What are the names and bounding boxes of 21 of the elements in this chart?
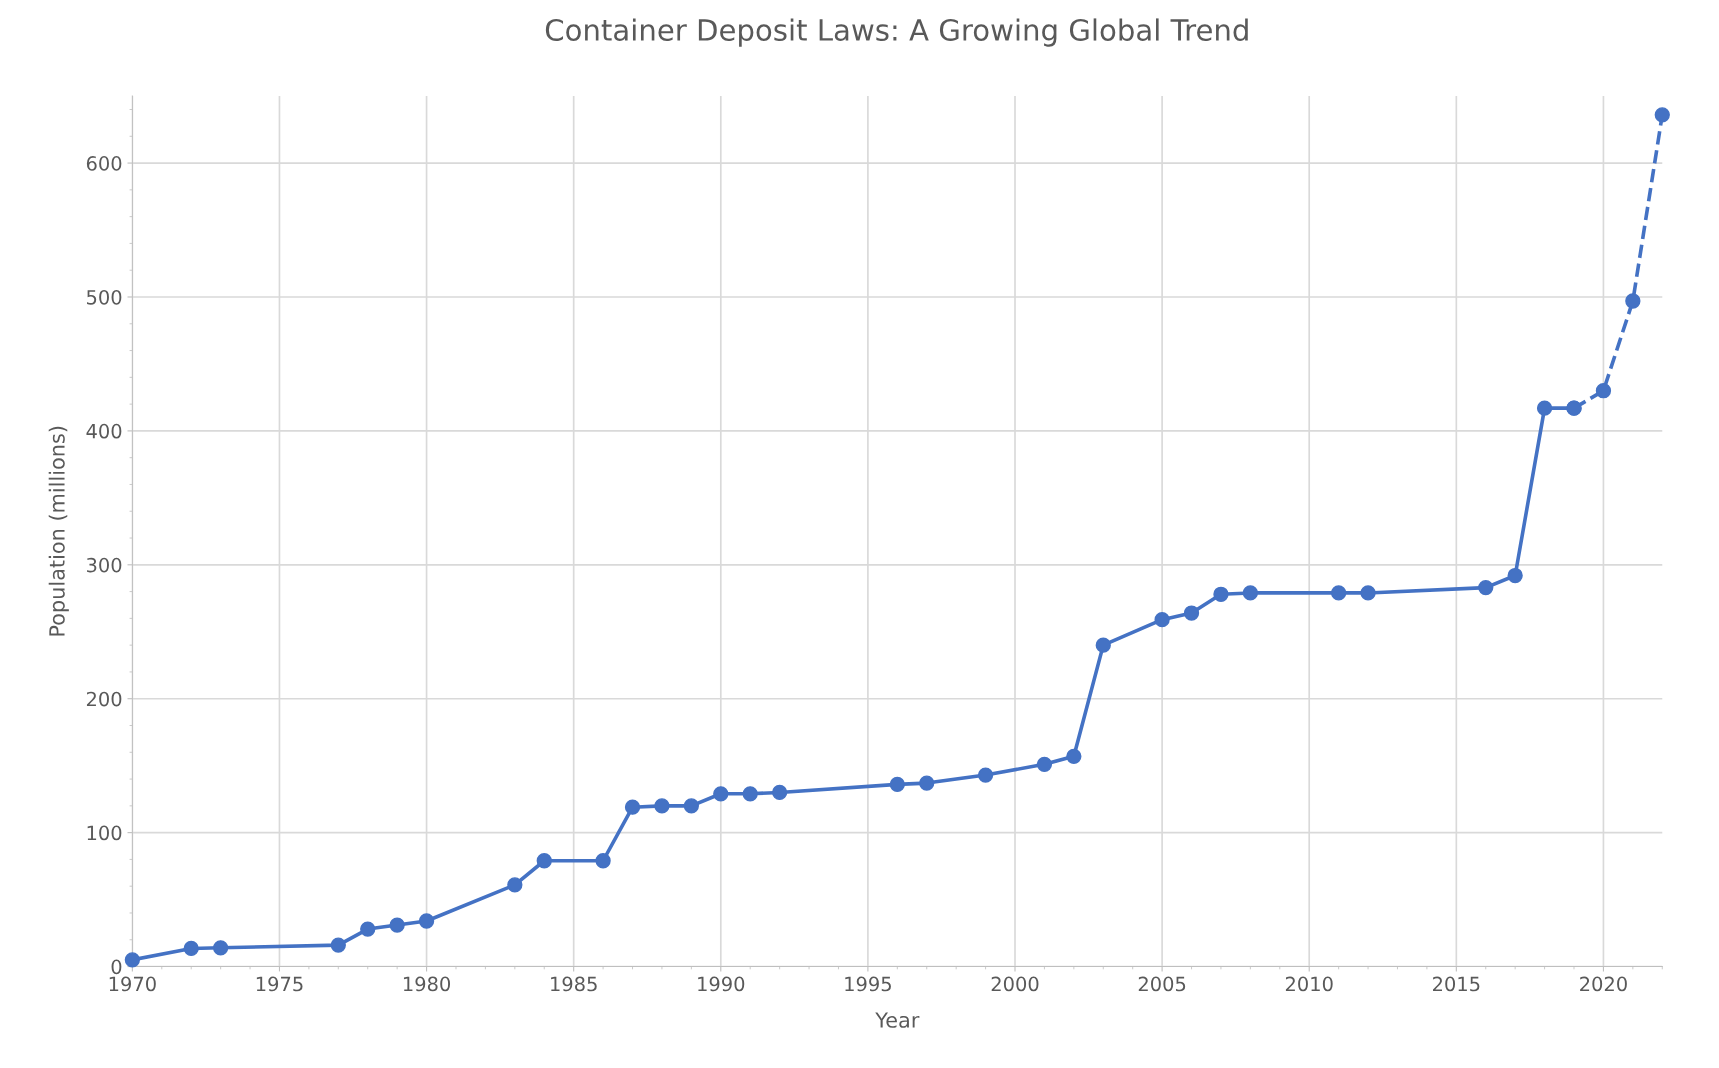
x-tick-label: 1995 — [845, 976, 891, 992]
y-tick-label: 500 — [87, 289, 122, 305]
x-tick-label: 1985 — [551, 976, 597, 992]
x-tick-label: 2010 — [1285, 976, 1333, 992]
x-tick-label: 1970 — [109, 976, 156, 992]
x-tick-label: 1990 — [698, 976, 745, 992]
x-tick-label: 2015 — [1433, 976, 1480, 992]
y-tick-label: 0 — [111, 959, 122, 975]
y-tick-label: 300 — [87, 557, 122, 573]
y-tick-label: 400 — [86, 423, 122, 439]
y-axis-title: Population (millions) — [48, 426, 69, 636]
y-tick-label: 200 — [86, 691, 122, 707]
chart-title: Container Deposit Laws: A Growing Global Trend — [545, 18, 1248, 47]
x-tick-label: 2000 — [991, 976, 1039, 992]
x-axis-title: Year — [875, 1012, 920, 1028]
y-tick-label: 600 — [86, 156, 122, 171]
x-tick-label: 2020 — [1580, 976, 1627, 992]
x-tick-label: 1975 — [256, 976, 303, 992]
x-tick-label: 2005 — [1138, 976, 1186, 992]
x-tick-label: 1980 — [403, 976, 451, 992]
y-tick-label: 100 — [87, 825, 122, 841]
